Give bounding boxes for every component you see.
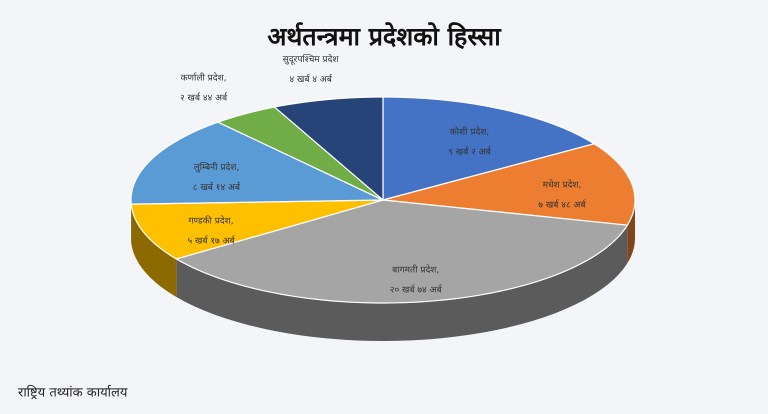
data-label-value: ७ खर्ब ४८ अर्ब [538, 199, 586, 211]
slice-side [131, 204, 177, 297]
sides [131, 200, 635, 341]
data-label-value: ४ खर्ब ४ अर्ब [289, 73, 332, 85]
data-label-value: ५ खर्ब १७ अर्ब [187, 234, 235, 246]
data-label-name: कोशी प्रदेश, [450, 126, 489, 138]
tops [130, 96, 636, 304]
data-label-value: ९ खर्ब २ अर्ब [448, 146, 491, 158]
data-label-name: बागमती प्रदेश, [392, 264, 439, 276]
slice [130, 121, 384, 205]
footer: राष्ट्रिय तथ्यांक कार्यालय [18, 385, 128, 401]
slice [216, 106, 384, 201]
data-label-name: गण्डकी प्रदेश, [188, 214, 233, 226]
data-label-value: २ खर्ब ४४ अर्ब [180, 91, 228, 103]
slice [130, 199, 384, 260]
slice [382, 143, 636, 226]
slice [382, 96, 596, 201]
data-label-value: ८ खर्ब १४ अर्ब [193, 181, 241, 193]
data-label-name: मधेश प्रदेश, [543, 179, 582, 191]
data-label-name: कर्णाली प्रदेश, [181, 71, 227, 83]
slice [273, 96, 384, 202]
slice-side [176, 225, 628, 341]
data-label-name: सुदूरपश्चिम प्रदेश [283, 53, 340, 65]
chart-title: अर्थतन्त्रमा प्रदेशको हिस्सा [267, 22, 502, 51]
slice-side [627, 200, 635, 264]
data-label-value: २० खर्ब ७४ अर्ब [390, 284, 443, 296]
slice [174, 199, 629, 304]
data-label-name: लुम्बिनी प्रदेश, [194, 161, 240, 173]
